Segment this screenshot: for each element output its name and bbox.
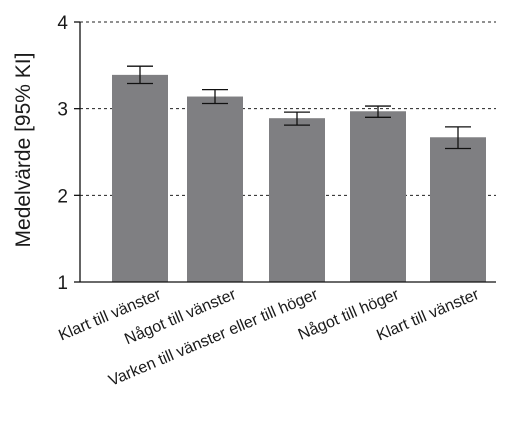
y-tick-label: 1 bbox=[57, 273, 68, 294]
bar bbox=[187, 96, 243, 283]
y-tick-label: 4 bbox=[57, 13, 68, 34]
y-tick-label: 3 bbox=[57, 100, 68, 121]
bar bbox=[112, 74, 168, 282]
y-axis-title: Medelvärde [95% KI] bbox=[12, 53, 35, 248]
bar bbox=[430, 137, 486, 282]
bar bbox=[269, 118, 325, 282]
y-tick-label: 2 bbox=[57, 186, 68, 207]
bar bbox=[350, 111, 406, 283]
